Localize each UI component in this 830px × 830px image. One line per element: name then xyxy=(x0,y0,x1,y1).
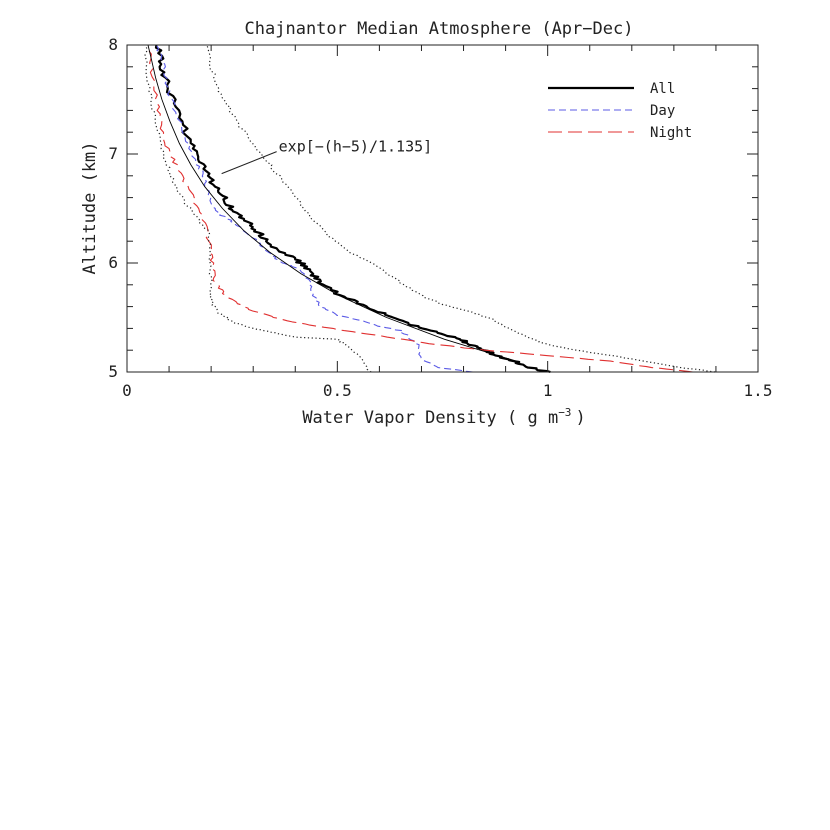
x-axis-label-suffix: ) xyxy=(575,408,585,428)
legend-label-all: All xyxy=(650,81,675,97)
y-axis-label: Altitude (km) xyxy=(80,141,100,274)
plot-frame xyxy=(126,44,759,373)
annotation-leader xyxy=(221,151,277,175)
legend-label-night: Night xyxy=(650,125,692,141)
legend-label-day: Day xyxy=(650,103,675,119)
series-line-thin-fit xyxy=(147,44,517,362)
x-tick-label: 0 xyxy=(122,381,132,400)
series-line-dotted-upper xyxy=(206,44,716,373)
series-line-day xyxy=(155,44,473,373)
axis-tick-labels: 0 0.5 1 1.5 5 6 7 8 xyxy=(108,35,772,400)
legend: All Day Night xyxy=(548,81,692,141)
x-axis-label-exponent: −3 xyxy=(558,406,571,419)
x-tick-label: 1 xyxy=(543,381,553,400)
fit-annotation: exp[−(h−5)/1.135] xyxy=(221,138,433,175)
axis-ticks xyxy=(126,44,759,373)
annotation-text: exp[−(h−5)/1.135] xyxy=(279,138,433,156)
chart-title: Chajnantor Median Atmosphere (Apr−Dec) xyxy=(245,19,634,39)
x-tick-label: 1.5 xyxy=(744,381,773,400)
x-axis-label-text: Water Vapor Density ( g m xyxy=(302,408,558,428)
y-tick-label: 7 xyxy=(108,144,118,163)
x-tick-label: 0.5 xyxy=(323,381,352,400)
series-line-night xyxy=(147,45,693,373)
series-line-dotted-lower xyxy=(144,44,372,373)
y-tick-label: 6 xyxy=(108,253,118,272)
y-tick-label: 5 xyxy=(108,362,118,381)
plot-lines xyxy=(144,44,716,374)
y-tick-label: 8 xyxy=(108,35,118,54)
series-line-all xyxy=(154,44,551,374)
x-axis-label: Water Vapor Density ( g m−3) xyxy=(302,406,585,428)
